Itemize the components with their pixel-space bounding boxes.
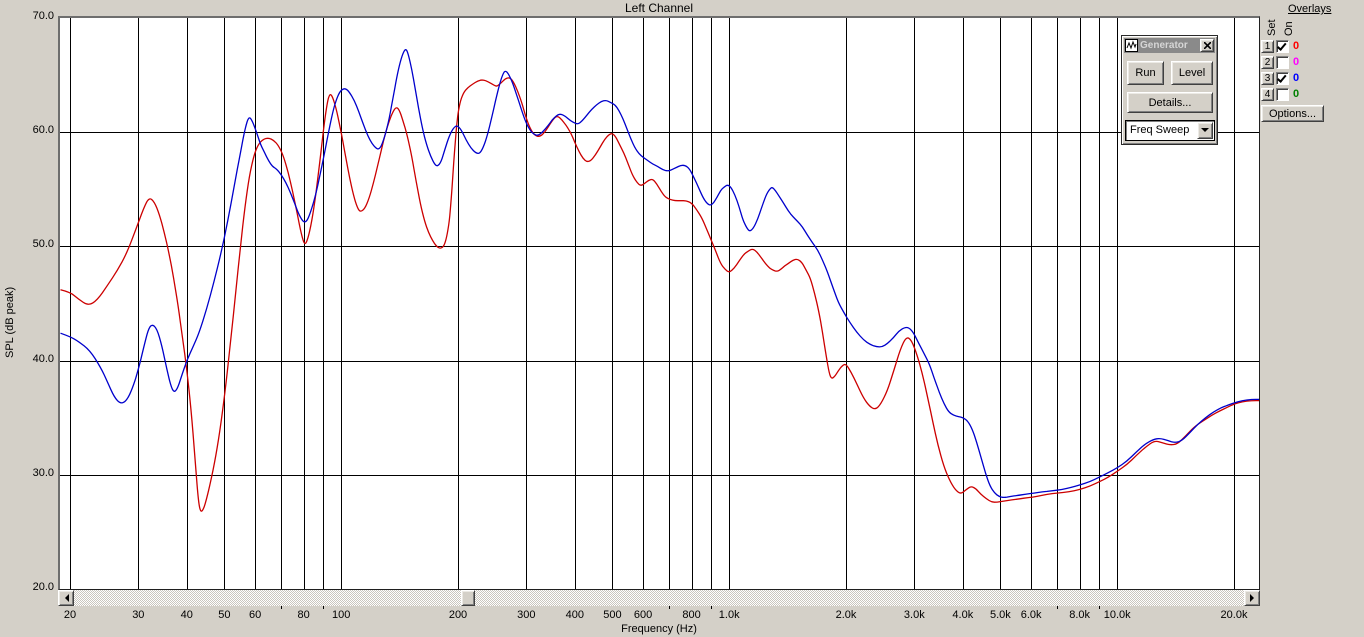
y-axis-title: SPL (dB peak) (4, 286, 16, 358)
chevron-down-icon (1201, 128, 1209, 136)
plot-canvas (60, 18, 1259, 589)
x-tick-label: 200 (448, 609, 468, 621)
x-tick-label: 100 (332, 609, 351, 621)
x-tick-label: 50 (218, 609, 231, 621)
overlay-set-button-1[interactable]: 1 (1261, 39, 1274, 53)
y-tick-label: 70.0 (32, 10, 54, 22)
checkmark-icon (1276, 40, 1287, 51)
x-tick-label: 1.0k (718, 609, 740, 621)
generator-window: Generator Run Level Details... Freq Swee… (1121, 35, 1218, 145)
overlays-set-column-label: Set (1266, 19, 1278, 36)
generator-waveform-icon[interactable] (1125, 39, 1138, 52)
chart-title: Left Channel (624, 1, 694, 15)
x-axis-title: Frequency (Hz) (621, 623, 697, 635)
details-button[interactable]: Details... (1127, 92, 1213, 113)
y-tick-label: 50.0 (32, 238, 54, 251)
x-tick-label: 5.0k (989, 609, 1011, 621)
y-tick-label: 60.0 (32, 124, 54, 137)
overlay-value-4: 0 (1293, 88, 1300, 100)
x-tick-label: 6.0k (1020, 609, 1042, 621)
x-tick-label: 30 (132, 609, 145, 621)
signal-mode-dropdown[interactable]: Freq Sweep (1125, 120, 1215, 141)
level-button[interactable]: Level (1171, 61, 1213, 85)
x-tick-label: 300 (517, 609, 536, 621)
overlay-3-blue-sweep-curve (60, 49, 1259, 498)
overlay-set-button-4[interactable]: 4 (1261, 87, 1274, 101)
x-tick-label: 60 (248, 609, 262, 621)
overlay-value-3: 0 (1293, 72, 1300, 84)
x-tick-label: 500 (603, 609, 622, 621)
overlay-1-red-sweep-curve (60, 77, 1259, 512)
run-button[interactable]: Run (1127, 61, 1164, 85)
plot-area (58, 16, 1260, 590)
horizontal-scrollbar[interactable] (58, 590, 1260, 606)
overlay-on-checkbox-1[interactable] (1276, 39, 1289, 53)
scrollbar-left-arrow-button[interactable] (58, 590, 74, 606)
generator-close-button[interactable] (1200, 39, 1214, 52)
overlay-on-checkbox-4[interactable] (1276, 87, 1289, 101)
overlay-set-button-2[interactable]: 2 (1261, 55, 1274, 69)
x-minor-tick (711, 605, 712, 609)
overlay-value-1: 0 (1293, 40, 1300, 52)
x-tick-label: 4.0k (952, 609, 974, 621)
x-tick-label: 600 (633, 609, 653, 621)
overlay-value-2: 0 (1293, 56, 1300, 68)
y-tick-label: 20.0 (32, 581, 54, 593)
left-arrow-icon (61, 594, 69, 602)
dropdown-arrow-button[interactable] (1197, 122, 1213, 139)
x-tick-label: 400 (565, 609, 584, 621)
x-minor-tick (1057, 605, 1058, 609)
x-tick-label: 20.0k (1220, 609, 1248, 621)
generator-titlebar[interactable]: Generator (1124, 38, 1215, 53)
signal-mode-value: Freq Sweep (1130, 124, 1190, 136)
x-minor-tick (1099, 605, 1100, 609)
x-minor-tick (669, 605, 670, 609)
generator-window-title: Generator (1140, 40, 1188, 51)
x-tick-label: 40 (180, 609, 193, 621)
options-button[interactable]: Options... (1261, 105, 1324, 122)
x-minor-tick (323, 605, 324, 609)
overlays-panel-title: Overlays (1288, 3, 1332, 15)
overlays-on-column-label: On (1283, 21, 1295, 36)
x-tick-label: 20 (63, 609, 77, 621)
overlay-on-checkbox-3[interactable] (1276, 71, 1289, 85)
y-tick-label: 30.0 (32, 466, 54, 479)
scrollbar-right-arrow-button[interactable] (1244, 590, 1260, 606)
checkmark-icon (1276, 72, 1287, 83)
scrollbar-thumb[interactable] (461, 590, 475, 606)
x-tick-label: 80 (297, 609, 310, 621)
x-tick-label: 3.0k (903, 609, 925, 621)
overlay-on-checkbox-2[interactable] (1276, 55, 1289, 69)
y-tick-label: 40.0 (32, 352, 54, 365)
overlay-set-button-3[interactable]: 3 (1261, 71, 1274, 85)
close-icon (1203, 42, 1211, 49)
x-tick-label: 800 (682, 609, 701, 621)
right-arrow-icon (1249, 594, 1258, 602)
x-tick-label: 2.0k (835, 609, 857, 621)
x-tick-label: 8.0k (1069, 609, 1090, 621)
x-tick-label: 10.0k (1103, 609, 1131, 621)
x-minor-tick (281, 605, 282, 609)
